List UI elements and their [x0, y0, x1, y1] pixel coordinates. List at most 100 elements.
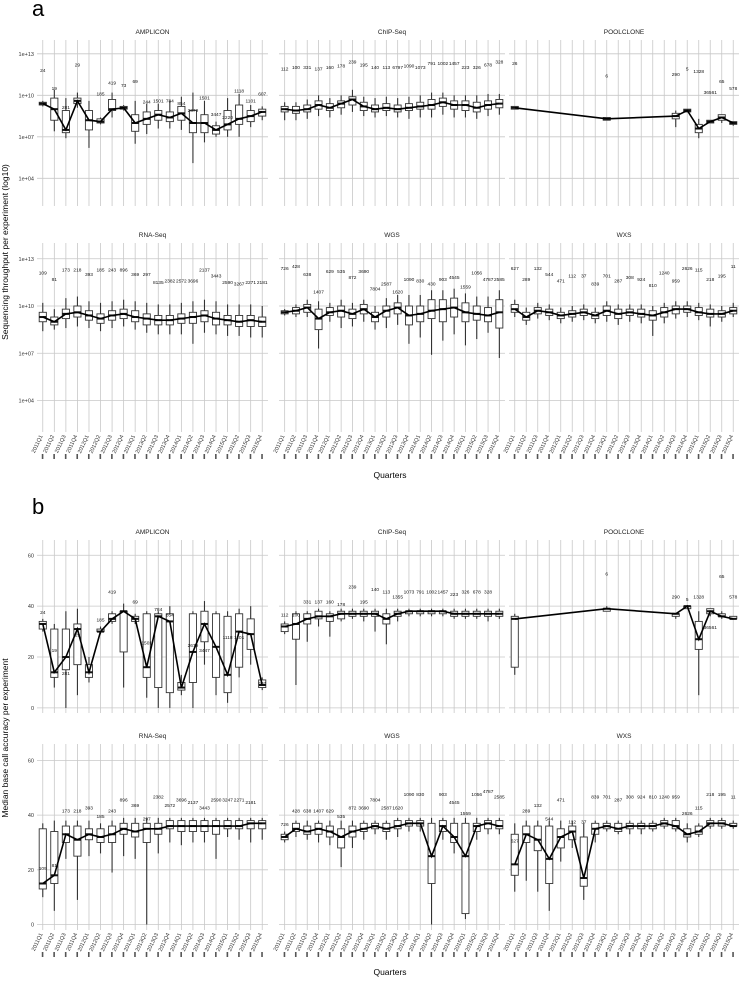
x-tick-mark: [396, 952, 399, 957]
x-tick-mark: [732, 454, 734, 459]
box: [495, 299, 504, 329]
count-label: 195: [718, 792, 726, 798]
count-label: 839: [591, 282, 599, 288]
y-tick-label: 0: [31, 923, 34, 929]
x-tick-mark: [582, 454, 585, 459]
facet-title: WGS: [384, 232, 400, 239]
box: [165, 613, 174, 694]
count-label: 115: [695, 267, 703, 273]
box: [50, 831, 59, 884]
x-tick-mark: [294, 952, 297, 957]
count-label: 112: [568, 819, 576, 825]
count-label: 2679: [188, 108, 199, 114]
count-label: 2585: [494, 277, 505, 283]
count-label: 185: [97, 814, 105, 820]
x-tick-mark: [317, 952, 320, 957]
x-tick-mark: [215, 952, 217, 957]
count-label: 115: [695, 806, 703, 812]
count-label: 1501: [199, 95, 210, 101]
count-label: 65: [719, 574, 725, 580]
box: [108, 613, 117, 622]
x-tick-mark: [498, 454, 500, 459]
count-label: 1407: [313, 808, 324, 814]
median-line: [42, 99, 263, 132]
count-label: 578: [729, 595, 737, 601]
box: [545, 825, 554, 884]
count-label: 678: [473, 589, 481, 595]
x-tick-mark: [385, 454, 387, 459]
x-tick-mark: [430, 454, 433, 459]
count-label: 1002: [438, 61, 449, 67]
count-label: 830: [416, 792, 424, 798]
x-tick-mark: [249, 952, 252, 957]
count-label: 69: [133, 79, 139, 85]
count-label: 160: [326, 600, 334, 606]
count-label: 8135: [153, 280, 164, 286]
box: [438, 299, 447, 323]
count-label: 784: [154, 607, 162, 613]
x-tick-mark: [663, 454, 665, 459]
count-label: 289: [522, 808, 530, 814]
x-tick-mark: [99, 454, 102, 459]
x-tick-mark: [203, 454, 206, 459]
y-tick-label: 0: [31, 706, 34, 712]
count-label: 328: [495, 60, 503, 66]
x-tick-mark: [686, 454, 688, 459]
count-label: 308: [626, 275, 634, 281]
median-line: [42, 822, 263, 885]
y-tick-label: 40: [28, 604, 34, 610]
count-label: 287: [614, 797, 622, 803]
x-tick-mark: [157, 952, 159, 957]
y-tick-label: 1e+10: [19, 93, 34, 99]
x-tick-mark: [180, 454, 182, 459]
count-label: 4787: [483, 789, 494, 795]
x-tick-mark: [396, 454, 399, 459]
x-tick-mark: [168, 952, 171, 957]
count-label: 854: [177, 101, 185, 107]
x-tick-mark: [487, 454, 489, 459]
count-label: 140: [371, 587, 379, 593]
box: [223, 110, 232, 131]
count-label: 1407: [313, 289, 324, 295]
x-tick-mark: [441, 454, 444, 459]
count-label: 132: [534, 803, 542, 809]
count-label: 26: [512, 61, 518, 67]
x-tick-mark: [732, 952, 734, 957]
median-line: [514, 308, 734, 318]
count-label: 223: [461, 65, 469, 71]
facet-title: POOLCLONE: [604, 29, 645, 36]
count-label: 419: [108, 589, 116, 595]
count-label: 11: [731, 795, 736, 801]
count-label: 854: [166, 612, 174, 618]
x-tick-mark: [306, 454, 308, 459]
count-label: 3447: [199, 648, 210, 654]
count-label: 810: [649, 283, 657, 289]
x-tick-mark: [594, 952, 596, 957]
box: [165, 820, 174, 830]
box: [223, 615, 232, 694]
x-tick-mark: [374, 952, 376, 957]
x-tick-mark: [536, 952, 539, 957]
count-label: 6797: [392, 65, 403, 71]
x-tick-mark: [294, 454, 297, 459]
count-label: 218: [706, 277, 714, 283]
count-label: 2382: [153, 795, 164, 801]
facet-title: ChIP-Seq: [378, 529, 407, 536]
count-label: 1559: [460, 285, 471, 291]
count-label: 29: [75, 633, 81, 639]
count-label: 1457: [449, 61, 460, 67]
median-line: [514, 822, 734, 879]
count-label: 24: [40, 68, 46, 74]
count-label: 1073: [404, 589, 415, 595]
box: [280, 623, 289, 633]
box: [223, 820, 232, 830]
facet-title: AMPLICON: [136, 529, 170, 536]
count-label: 290: [672, 595, 680, 601]
count-label: 2137: [199, 267, 210, 273]
count-label: 896: [120, 267, 128, 273]
x-tick-mark: [441, 952, 444, 957]
x-tick-mark: [407, 454, 410, 459]
count-label: 218: [706, 792, 714, 798]
count-label: 2585: [494, 795, 505, 801]
count-label: 297: [143, 272, 151, 278]
